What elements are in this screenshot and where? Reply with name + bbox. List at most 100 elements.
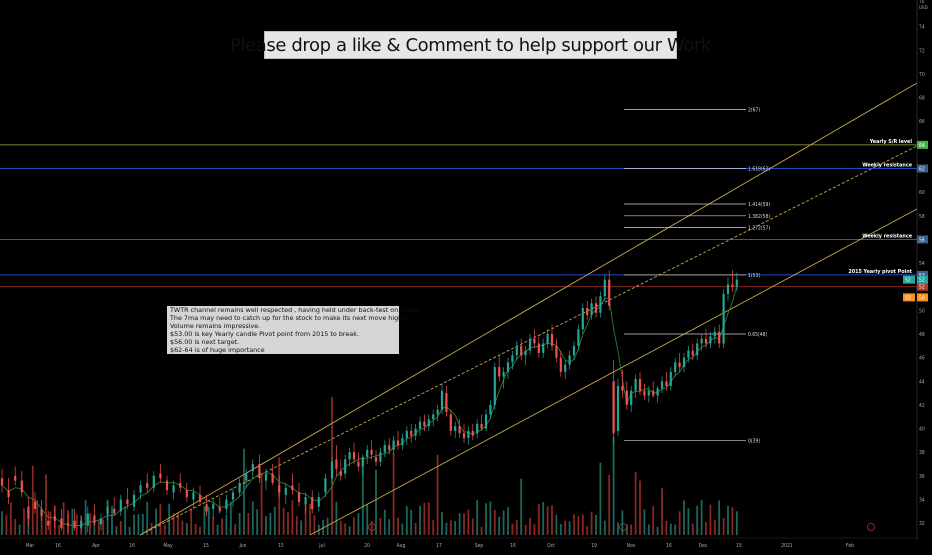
volume-bar <box>458 513 461 535</box>
candle-body <box>616 386 620 431</box>
candle-body <box>80 520 83 528</box>
volume-bar <box>89 513 91 535</box>
candle-body <box>484 414 488 429</box>
volume-bar <box>445 522 448 535</box>
price-badge-label: 50 <box>905 295 911 301</box>
volume-bar <box>181 520 184 535</box>
volume-bar <box>687 508 690 535</box>
candle-body <box>218 506 221 512</box>
candle-body <box>665 381 668 387</box>
level-label: Weekly resistance <box>862 233 913 239</box>
candle-body <box>258 464 261 479</box>
date-tick-label: 15 <box>278 543 284 549</box>
candle-body <box>185 490 188 498</box>
volume-bar <box>493 509 496 535</box>
date-tick-label: Feb <box>846 543 854 549</box>
candle-body <box>550 334 554 346</box>
candle-body <box>352 452 356 460</box>
price-axis-caption: 76 <box>919 0 925 5</box>
date-tick-label: Jun <box>238 543 246 549</box>
fib-label: 0(39) <box>748 438 760 444</box>
volume-bar <box>678 511 681 535</box>
candle-body <box>198 494 202 502</box>
level-badge <box>917 164 928 173</box>
candle-body <box>291 485 294 491</box>
price-badge <box>903 275 915 284</box>
volume-bar <box>185 523 188 535</box>
volume-bar <box>520 478 523 535</box>
volume-bar <box>476 500 479 535</box>
candle-body <box>546 334 549 344</box>
volume-bar <box>423 502 426 535</box>
volume-bar <box>555 514 558 535</box>
volume-bar <box>335 501 338 535</box>
volume-bar <box>31 465 34 535</box>
level-badge-label: 52 <box>919 285 925 291</box>
volume-bar <box>172 513 175 535</box>
candle-series <box>0 270 738 533</box>
volume-bar <box>260 472 263 535</box>
candle-body <box>205 504 208 512</box>
volume-bar <box>735 511 738 535</box>
candle-body <box>498 367 501 377</box>
volume-bar <box>216 524 219 535</box>
volume-bar <box>234 523 237 535</box>
level-badge <box>917 282 928 291</box>
price-tick-label: 72 <box>919 48 925 54</box>
candle-body <box>678 362 681 368</box>
candle-body <box>709 336 712 344</box>
volume-bar <box>612 437 615 535</box>
candle-body <box>594 303 598 313</box>
volume-bar <box>141 513 144 535</box>
candle-body <box>533 338 536 344</box>
candle-body <box>231 492 235 500</box>
candle-body <box>577 329 580 346</box>
date-tick-label: Aug <box>397 543 406 549</box>
volume-bar <box>705 522 707 535</box>
volume-bar <box>194 523 197 535</box>
fib-label: 2(67) <box>748 107 760 113</box>
fib-label: 1.272(57) <box>748 226 770 232</box>
volume-bar <box>273 506 276 535</box>
volume-bar <box>436 454 439 535</box>
volume-bar <box>727 505 729 535</box>
candle-body <box>311 497 314 509</box>
candle-body <box>172 485 175 493</box>
date-tick-label: 16 <box>510 543 516 549</box>
volume-bar <box>133 514 135 535</box>
volume-bar <box>247 513 250 535</box>
note-line: Volume remains impressive. <box>170 321 261 330</box>
note-line: $56.00 is next target. <box>170 337 240 346</box>
candle-body <box>330 461 334 479</box>
level-badge-label: 62 <box>919 167 925 173</box>
candle-body <box>113 508 116 514</box>
date-tick-label: 16 <box>666 543 672 549</box>
candle-body <box>612 381 615 434</box>
volume-bar <box>656 526 659 535</box>
volume-bar <box>23 508 25 535</box>
volume-bar <box>348 526 351 535</box>
candle-body <box>634 378 637 391</box>
candle-body <box>427 419 430 427</box>
candle-body <box>27 506 30 519</box>
date-tick-label: 20 <box>364 543 370 549</box>
candle-body <box>559 357 562 372</box>
candle-body <box>493 367 496 405</box>
candle-body <box>396 440 400 446</box>
volume-bar <box>97 520 100 535</box>
volume-bar <box>155 508 157 535</box>
candle-body <box>423 421 426 427</box>
candle-body <box>192 492 195 500</box>
candle-body <box>735 279 738 287</box>
candle-body <box>568 355 571 365</box>
volume-bar <box>485 503 487 535</box>
volume-bar <box>639 480 641 535</box>
fib-label: 0.65(48) <box>748 332 767 338</box>
channel-line <box>139 82 918 536</box>
candle-body <box>462 433 466 439</box>
price-tick-label: 32 <box>919 521 925 527</box>
volume-bar <box>124 506 127 535</box>
volume-bar <box>84 500 87 535</box>
